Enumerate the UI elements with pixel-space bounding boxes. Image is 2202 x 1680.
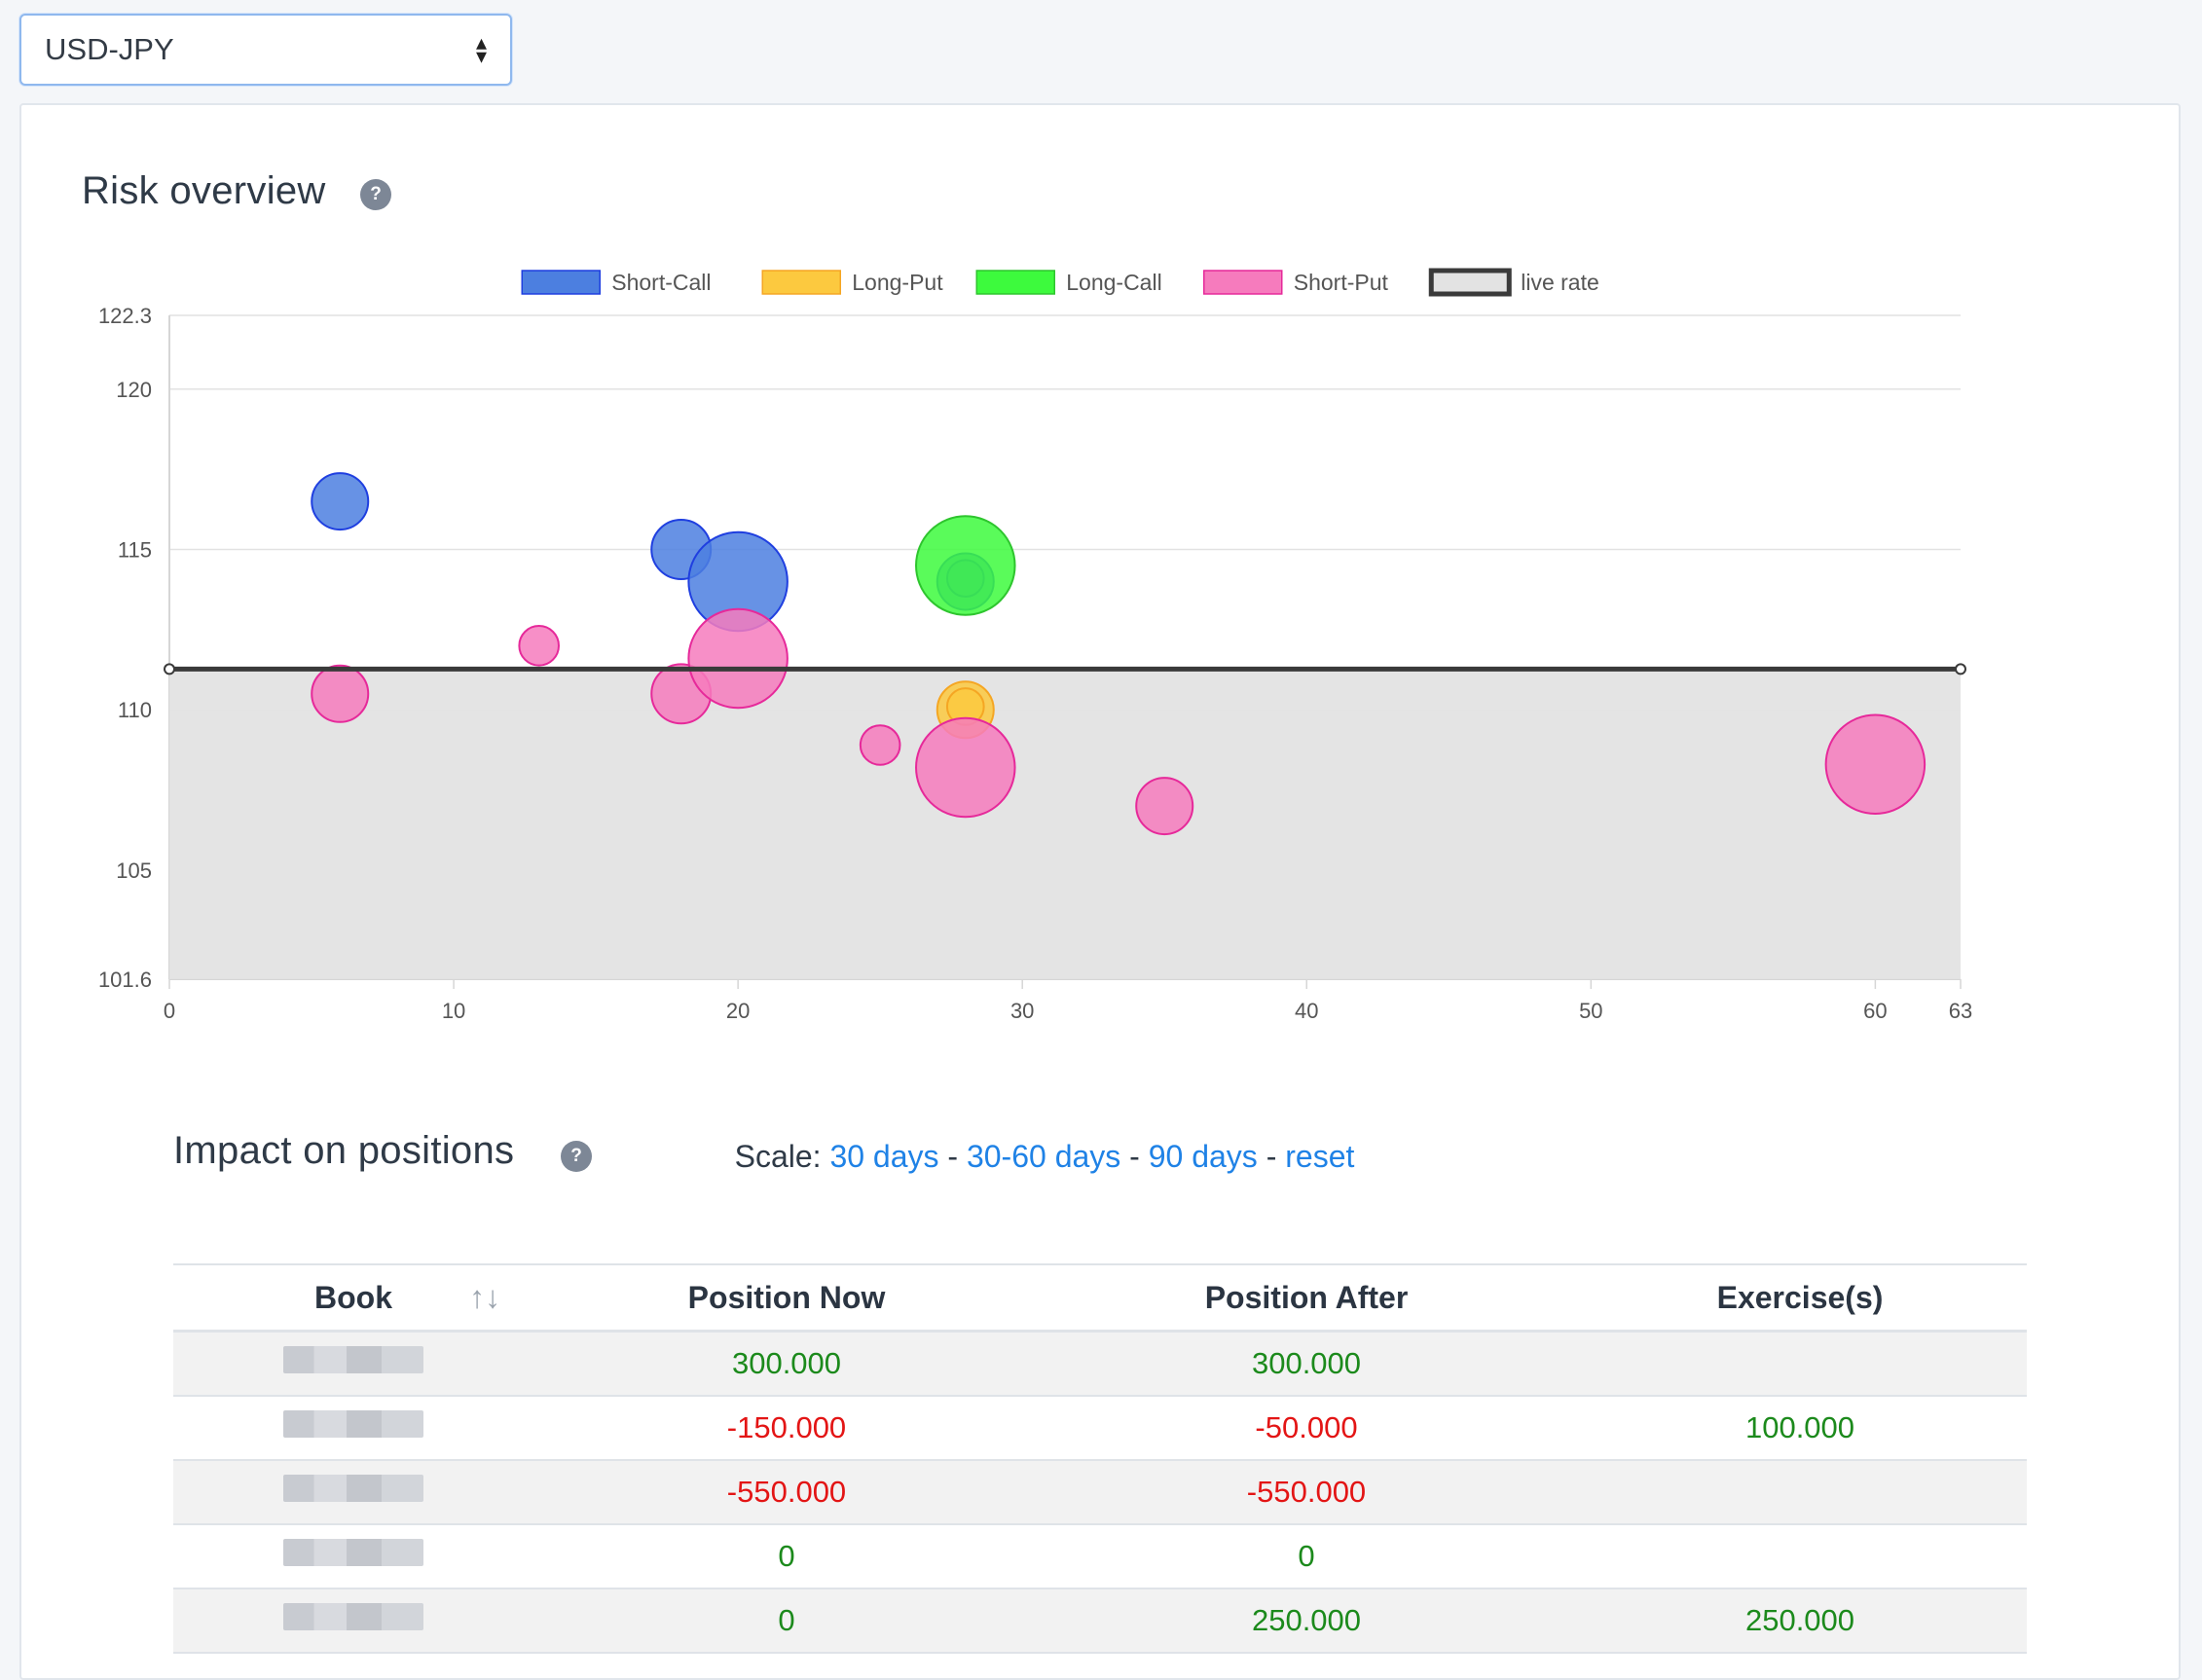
position-now-cell: -150.000 bbox=[726, 1410, 847, 1444]
live-rate-area bbox=[169, 669, 1961, 979]
risk-card: Risk overview ? Short-Call Long-Put Long-C… bbox=[19, 103, 2181, 1680]
legend-swatch bbox=[1203, 270, 1283, 295]
legend-swatch bbox=[975, 270, 1055, 295]
position-after-cell: -550.000 bbox=[1246, 1475, 1367, 1509]
legend-item-short-put: Short-Put bbox=[1203, 270, 1389, 295]
redacted-book-name bbox=[283, 1603, 423, 1630]
position-now-cell: 0 bbox=[778, 1539, 795, 1573]
position-now-cell: 0 bbox=[778, 1603, 795, 1637]
y-tick-label: 120 bbox=[116, 378, 152, 402]
impact-help-icon[interactable]: ? bbox=[561, 1141, 592, 1172]
bubble-short-put bbox=[915, 716, 1016, 819]
scale-separator: - bbox=[947, 1139, 959, 1174]
legend-item-long-call: Long-Call bbox=[975, 270, 1162, 295]
scale-separator: - bbox=[1129, 1139, 1140, 1174]
scale-link-90-days[interactable]: 90 days bbox=[1148, 1139, 1258, 1174]
bubble-long-call bbox=[915, 515, 1016, 616]
chart-legend: Short-Call Long-Put Long-Call Short-Put live… bbox=[521, 268, 1599, 297]
legend-label: live rate bbox=[1521, 270, 1599, 295]
redacted-book-name bbox=[283, 1346, 423, 1373]
bubble-short-put bbox=[859, 724, 901, 766]
legend-label: Long-Call bbox=[1066, 270, 1161, 295]
exercise-cell: 250.000 bbox=[1744, 1603, 1855, 1637]
bubble-short-put bbox=[518, 625, 560, 667]
table-header: Book ↑↓ Position Now Position After Exer… bbox=[173, 1265, 2027, 1333]
book-cell bbox=[173, 1603, 533, 1638]
risk-overview-help-icon[interactable]: ? bbox=[360, 179, 391, 210]
table-row: -150.000 -50.000 100.000 bbox=[173, 1397, 2027, 1461]
book-cell bbox=[173, 1410, 533, 1445]
risk-bubble-chart: Short-Call Long-Put Long-Call Short-Put live… bbox=[98, 268, 1972, 1023]
x-tick-label: 60 bbox=[1863, 999, 1887, 1023]
position-now-cell: -550.000 bbox=[726, 1475, 847, 1509]
table-row: -550.000 -550.000 bbox=[173, 1461, 2027, 1525]
legend-item-short-call: Short-Call bbox=[521, 270, 712, 295]
x-tick-label: 40 bbox=[1295, 999, 1318, 1023]
legend-label: Short-Call bbox=[611, 270, 711, 295]
legend-swatch bbox=[521, 270, 601, 295]
y-tick-label: 115 bbox=[118, 538, 152, 563]
legend-swatch bbox=[761, 270, 841, 295]
legend-item-long-put: Long-Put bbox=[761, 270, 943, 295]
live-rate-point bbox=[164, 663, 175, 676]
legend-item-live-rate: live rate bbox=[1428, 268, 1599, 297]
x-tick-label: 63 bbox=[1949, 999, 1972, 1023]
y-tick-label: 110 bbox=[118, 698, 152, 722]
position-after-cell: -50.000 bbox=[1255, 1410, 1358, 1444]
redacted-book-name bbox=[283, 1475, 423, 1502]
position-after-cell: 300.000 bbox=[1251, 1346, 1362, 1380]
bubble-short-put bbox=[687, 607, 789, 710]
risk-overview-title: Risk overview bbox=[82, 169, 326, 212]
book-cell bbox=[173, 1539, 533, 1574]
x-tick-label: 10 bbox=[442, 999, 465, 1023]
scale-label: Scale: bbox=[734, 1139, 822, 1174]
x-tick-label: 0 bbox=[164, 999, 175, 1023]
legend-swatch bbox=[1428, 268, 1512, 297]
scale-separator: - bbox=[1266, 1139, 1277, 1174]
currency-pair-select[interactable]: USD-JPY ▴ ▾ bbox=[19, 14, 512, 86]
x-tick-label: 30 bbox=[1010, 999, 1034, 1023]
column-header-exercises: Exercise(s) bbox=[1716, 1279, 1884, 1315]
select-arrows-icon: ▴ ▾ bbox=[475, 30, 487, 68]
redacted-book-name bbox=[283, 1539, 423, 1566]
position-after-cell: 250.000 bbox=[1251, 1603, 1362, 1637]
live-rate-fill bbox=[169, 669, 1961, 979]
bubble-short-call bbox=[311, 472, 370, 531]
legend-label: Short-Put bbox=[1294, 270, 1389, 295]
chart-bubbles bbox=[164, 472, 1966, 836]
impact-table: Book ↑↓ Position Now Position After Exer… bbox=[173, 1263, 2027, 1654]
column-header-position-after: Position After bbox=[1204, 1279, 1409, 1315]
bubble-short-put bbox=[1135, 777, 1194, 836]
table-row: 0 250.000 250.000 bbox=[173, 1589, 2027, 1654]
bubble-short-put bbox=[311, 664, 370, 723]
position-now-cell: 300.000 bbox=[731, 1346, 842, 1380]
book-cell bbox=[173, 1346, 533, 1381]
scale-controls: Scale: 30 days - 30-60 days - 90 days - … bbox=[21, 1139, 2068, 1175]
redacted-book-name bbox=[283, 1410, 423, 1438]
position-after-cell: 0 bbox=[1298, 1539, 1315, 1573]
sort-icon[interactable]: ↑↓ bbox=[469, 1279, 500, 1315]
column-label: Book bbox=[314, 1279, 392, 1315]
legend-label: Long-Put bbox=[852, 270, 943, 295]
x-tick-label: 20 bbox=[726, 999, 750, 1023]
column-header-position-now: Position Now bbox=[687, 1279, 886, 1315]
scale-link-30-60-days[interactable]: 30-60 days bbox=[966, 1139, 1121, 1174]
scale-link-30-days[interactable]: 30 days bbox=[829, 1139, 939, 1174]
y-tick-label: 122.3 bbox=[98, 304, 152, 328]
x-tick-label: 50 bbox=[1579, 999, 1602, 1023]
column-header-book[interactable]: Book ↑↓ bbox=[173, 1280, 533, 1316]
scale-link-reset[interactable]: reset bbox=[1285, 1139, 1355, 1174]
live-rate-point bbox=[1955, 663, 1966, 676]
exercise-cell: 100.000 bbox=[1744, 1410, 1855, 1444]
impact-title: Impact on positions bbox=[173, 1129, 515, 1172]
currency-pair-value: USD-JPY bbox=[45, 32, 174, 66]
book-cell bbox=[173, 1475, 533, 1510]
y-tick-label: 105 bbox=[116, 858, 152, 883]
bubble-short-put bbox=[1824, 713, 1927, 816]
table-row: 300.000 300.000 bbox=[173, 1333, 2027, 1397]
table-body: 300.000 300.000 -150.000 -50.000 100.000 -550… bbox=[173, 1333, 2027, 1654]
chart-ticks: 122.3 120 115 110 105 101.6 0 10 20 30 40 50 60 63 bbox=[98, 304, 1972, 1023]
y-tick-label: 101.6 bbox=[98, 968, 152, 992]
